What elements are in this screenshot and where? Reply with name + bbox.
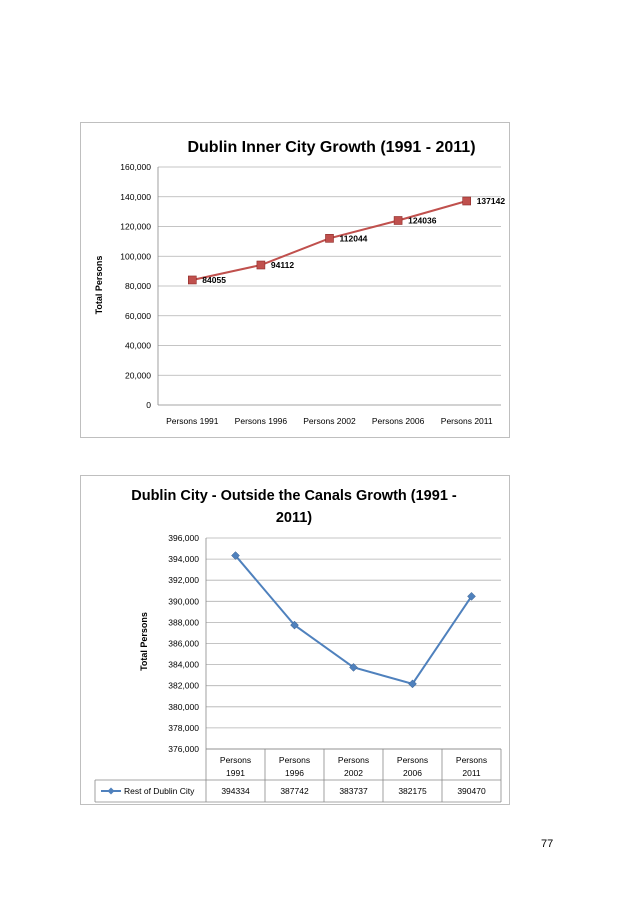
data-point — [188, 275, 197, 285]
y-tick-label: 20,000 — [125, 370, 151, 380]
x-tick-label: Persons 1991 — [166, 416, 219, 426]
y-tick-label: 80,000 — [125, 281, 151, 291]
data-label: 94112 — [271, 260, 294, 270]
data-label: 84055 — [202, 275, 226, 285]
page-number: 77 — [541, 838, 554, 850]
y-axis-label: Total Persons — [139, 612, 149, 671]
x-tick-label: Persons 2011 — [441, 416, 493, 426]
data-label: 112044 — [340, 233, 368, 243]
chart-outside-canals-svg: Dublin City - Outside the Canals Growth … — [94, 488, 502, 803]
y-tick-label: 140,000 — [120, 192, 151, 202]
x-tick-label: 2002 — [344, 768, 363, 778]
x-tick-label: Persons 2006 — [372, 416, 425, 426]
table-value: 387742 — [280, 786, 309, 796]
chart-inner-city-svg: Dublin Inner City Growth (1991 - 2011) 0 2… — [94, 139, 506, 426]
x-tick-label: Persons — [397, 755, 428, 765]
y-tick-label: 394,000 — [168, 554, 199, 564]
chart-title: Dublin Inner City Growth (1991 - 2011) — [187, 139, 475, 156]
y-tick-label: 392,000 — [168, 575, 199, 585]
data-point — [290, 620, 299, 630]
x-tick-label: Persons — [279, 755, 310, 765]
x-tick-label: 2011 — [462, 768, 481, 778]
y-tick-label: 376,000 — [168, 744, 199, 754]
data-point — [349, 663, 358, 672]
y-tick-label: 384,000 — [168, 660, 199, 670]
data-point — [462, 196, 472, 206]
y-tick-label: 60,000 — [125, 311, 151, 321]
table-value: 383737 — [339, 786, 368, 796]
x-tick-label: Persons — [338, 755, 369, 765]
table-value: 394334 — [221, 786, 250, 796]
data-point — [231, 551, 240, 560]
table-value: 390470 — [457, 786, 486, 796]
x-tick-label: Persons — [456, 755, 487, 765]
x-tick-label: 2006 — [403, 768, 422, 778]
table-value: 382175 — [398, 786, 427, 796]
y-tick-label: 40,000 — [125, 341, 151, 351]
y-axis-label: Total Persons — [94, 256, 104, 315]
chart-inner-city: Dublin Inner City Growth (1991 - 2011) 0 2… — [80, 122, 510, 438]
y-tick-label: 120,000 — [120, 222, 151, 232]
y-tick-label: 388,000 — [168, 617, 199, 627]
y-tick-label: 0 — [146, 400, 151, 410]
x-tick-label: Persons — [220, 755, 251, 765]
legend-label: Rest of Dublin City — [124, 786, 195, 796]
y-tick-label: 382,000 — [168, 681, 199, 691]
data-label: 137142 — [477, 196, 506, 206]
data-point — [325, 234, 334, 243]
data-point — [393, 216, 403, 225]
x-tick-label: 1991 — [226, 768, 245, 778]
y-tick-label: 378,000 — [168, 723, 199, 733]
chart-title-line: Dublin City - Outside the Canals Growth … — [131, 488, 457, 504]
chart-title-line: 2011) — [276, 510, 312, 526]
x-tick-label: 1996 — [285, 768, 304, 778]
data-label: 124036 — [408, 215, 437, 225]
y-tick-label: 390,000 — [168, 596, 199, 606]
legend-marker — [107, 787, 115, 795]
y-tick-label: 386,000 — [168, 639, 199, 649]
y-tick-label: 160,000 — [120, 162, 151, 172]
chart-outside-canals: Dublin City - Outside the Canals Growth … — [80, 475, 510, 805]
y-tick-label: 396,000 — [168, 533, 199, 543]
y-tick-label: 100,000 — [120, 251, 151, 261]
data-point — [467, 591, 476, 601]
x-tick-label: Persons 1996 — [235, 416, 288, 426]
data-point — [408, 679, 417, 689]
data-point — [256, 260, 266, 270]
x-tick-label: Persons 2002 — [303, 416, 356, 426]
y-tick-label: 380,000 — [168, 702, 199, 712]
